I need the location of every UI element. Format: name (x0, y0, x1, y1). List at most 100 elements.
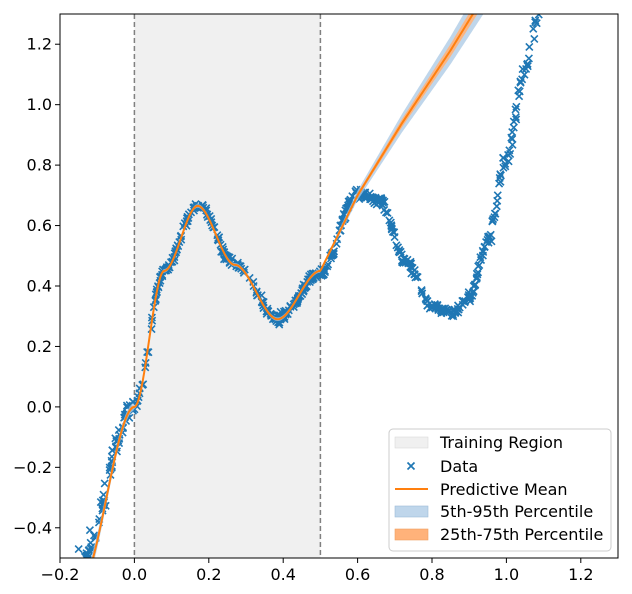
data-point (437, 307, 446, 316)
legend-swatch-25th-75th-percentile (394, 528, 429, 541)
legend-entry-5th-95th-percentile: 5th-95th Percentile (394, 502, 593, 521)
data-point (421, 294, 430, 303)
data-point (514, 86, 523, 95)
data-point (530, 34, 539, 44)
data-point (385, 216, 394, 225)
legend-entry-data: Data (406, 457, 478, 476)
data-point (476, 255, 486, 265)
data-point (365, 195, 375, 204)
x-tick-label: −0.2 (41, 565, 80, 584)
data-point (378, 198, 388, 207)
data-point (464, 291, 473, 300)
y-tick-label: 1.2 (27, 35, 52, 54)
data-point (100, 479, 109, 488)
y-tick-label: 0.8 (27, 156, 52, 175)
data-point (508, 135, 517, 144)
data-point (509, 123, 518, 132)
legend: Training Region Data Predictive Mean 5th… (388, 428, 612, 552)
data-point (473, 268, 483, 277)
y-axis: −0.4 −0.2 0.0 0.2 0.4 0.6 0.8 1.0 1.2 (13, 35, 60, 537)
x-tick-label: 1.0 (494, 565, 519, 584)
data-point (423, 301, 432, 310)
data-point (442, 308, 451, 317)
legend-swatch-data-marker (406, 461, 416, 471)
data-point (374, 195, 383, 204)
data-point (413, 273, 422, 282)
data-point (499, 153, 508, 162)
data-point (472, 274, 481, 283)
y-tick-label: 1.0 (27, 95, 52, 114)
data-point (74, 544, 83, 554)
data-point (84, 546, 93, 555)
data-point (511, 105, 520, 114)
plot-area (74, 14, 543, 558)
x-tick-label: 0.6 (345, 565, 370, 584)
data-point (448, 306, 457, 315)
y-tick-label: −0.2 (13, 458, 52, 477)
x-tick-label: 0.2 (196, 565, 221, 584)
data-point (380, 205, 389, 214)
legend-swatch-5th-95th-percentile (394, 505, 429, 518)
y-tick-label: 0.6 (27, 216, 52, 235)
data-point (96, 498, 105, 507)
data-point (286, 301, 295, 311)
data-point (499, 163, 508, 172)
legend-label-data: Data (440, 457, 478, 476)
y-tick-label: 0.0 (27, 397, 52, 416)
data-point (366, 193, 375, 202)
legend-entry-predictive-mean: Predictive Mean (395, 480, 568, 499)
data-point (373, 195, 382, 204)
data-point (417, 286, 426, 295)
data-point (482, 238, 491, 247)
legend-entry-training-region: Training Region (394, 433, 563, 452)
data-point (407, 269, 416, 278)
data-point (504, 150, 513, 160)
legend-label-training-region: Training Region (439, 433, 563, 452)
data-point (406, 262, 415, 271)
data-point (490, 213, 499, 222)
data-point (454, 308, 463, 317)
data-point (496, 170, 505, 179)
data-point (534, 14, 543, 19)
data-point (511, 113, 520, 122)
predictive-mean-line (92, 14, 475, 558)
data-point (476, 253, 485, 262)
data-point (199, 203, 208, 212)
data-point (475, 261, 484, 270)
y-tick-label: −0.4 (13, 518, 52, 537)
data-point (86, 538, 95, 547)
data-point (396, 247, 405, 256)
data-point (522, 60, 532, 69)
data-point (318, 271, 328, 280)
legend-label-25th-75th-percentile: 25th-75th Percentile (440, 525, 603, 544)
data-point (492, 202, 501, 211)
legend-label-5th-95th-percentile: 5th-95th Percentile (440, 502, 593, 521)
x-axis: −0.2 0.0 0.2 0.4 0.6 0.8 1.0 1.2 (41, 558, 594, 584)
legend-swatch-training-region (394, 436, 429, 449)
x-tick-label: 0.8 (419, 565, 444, 584)
training-region (134, 14, 321, 558)
data-point (403, 255, 412, 264)
data-point (505, 146, 514, 155)
legend-label-predictive-mean: Predictive Mean (440, 480, 568, 499)
y-tick-label: 0.4 (27, 277, 52, 296)
data-point (512, 115, 521, 124)
y-tick-label: 0.2 (27, 337, 52, 356)
data-point (394, 247, 403, 256)
data-point (85, 526, 94, 535)
data-point (493, 191, 502, 200)
data-point (529, 24, 538, 33)
legend-frame (388, 428, 612, 552)
data-point (508, 128, 517, 137)
x-tick-label: 0.0 (122, 565, 147, 584)
data-point (470, 280, 479, 289)
data-point (302, 282, 311, 291)
data-point (390, 233, 399, 242)
data-point (387, 222, 396, 231)
data-point (520, 70, 529, 79)
data-point (525, 42, 534, 51)
x-tick-label: 1.2 (568, 565, 593, 584)
legend-entry-25th-75th-percentile: 25th-75th Percentile (394, 525, 603, 544)
data-point (518, 75, 527, 84)
